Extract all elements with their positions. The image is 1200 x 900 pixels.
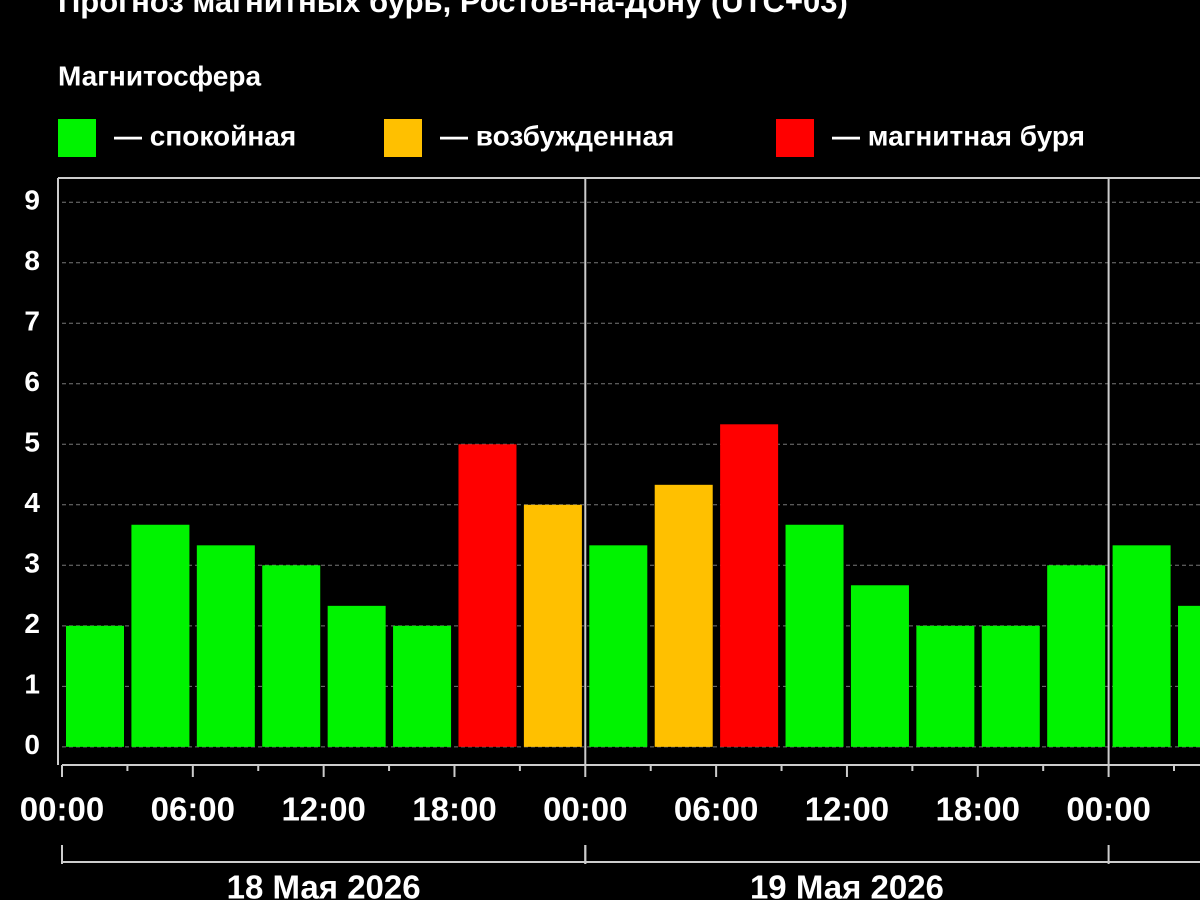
- bar: [720, 424, 779, 747]
- x-tick-label: 00:00: [543, 791, 627, 828]
- y-tick-label: 9: [24, 185, 40, 216]
- x-tick-label: 12:00: [805, 791, 889, 828]
- bar: [523, 504, 582, 747]
- bar: [1178, 605, 1200, 747]
- y-tick-label: 3: [24, 548, 40, 579]
- legend-swatch: [58, 119, 96, 157]
- y-tick-label: 7: [24, 306, 40, 337]
- bar: [131, 524, 190, 747]
- bar: [196, 545, 255, 747]
- bar: [66, 625, 124, 747]
- x-tick-label: 18:00: [936, 791, 1020, 828]
- bar: [393, 625, 452, 747]
- bar: [458, 444, 517, 747]
- y-tick-label: 2: [24, 608, 40, 639]
- bar: [654, 484, 713, 747]
- x-tick-label: 06:00: [151, 791, 235, 828]
- chart-title: Прогноз магнитных бурь, Ростов-на-Дону (…: [58, 0, 848, 19]
- bar: [916, 625, 975, 747]
- y-tick-label: 6: [24, 366, 40, 397]
- x-tick-label: 18:00: [412, 791, 496, 828]
- y-tick-label: 5: [24, 427, 40, 458]
- y-tick-label: 1: [24, 669, 40, 700]
- bar: [1047, 565, 1106, 747]
- day-label: 18 Мая 2026: [227, 869, 421, 900]
- y-tick-label: 8: [24, 245, 40, 276]
- bar: [589, 545, 648, 747]
- y-tick-label: 4: [24, 487, 40, 518]
- bar: [850, 585, 909, 747]
- legend-title: Магнитосфера: [58, 60, 261, 91]
- legend-swatch: [384, 119, 422, 157]
- x-tick-label: 12:00: [281, 791, 365, 828]
- bar: [1112, 545, 1171, 747]
- x-tick-label: 06:00: [674, 791, 758, 828]
- bar: [327, 605, 386, 747]
- bar: [262, 565, 321, 747]
- x-tick-label: 00:00: [20, 791, 104, 828]
- legend-label: — магнитная буря: [832, 120, 1085, 151]
- legend-label: — спокойная: [114, 120, 296, 151]
- x-tick-label: 00:00: [1066, 791, 1150, 828]
- legend-label: — возбужденная: [440, 120, 674, 151]
- day-label: 19 Мая 2026: [750, 869, 944, 900]
- bar: [981, 625, 1040, 747]
- legend-swatch: [776, 119, 814, 157]
- y-tick-label: 0: [24, 729, 40, 760]
- bar: [785, 524, 844, 747]
